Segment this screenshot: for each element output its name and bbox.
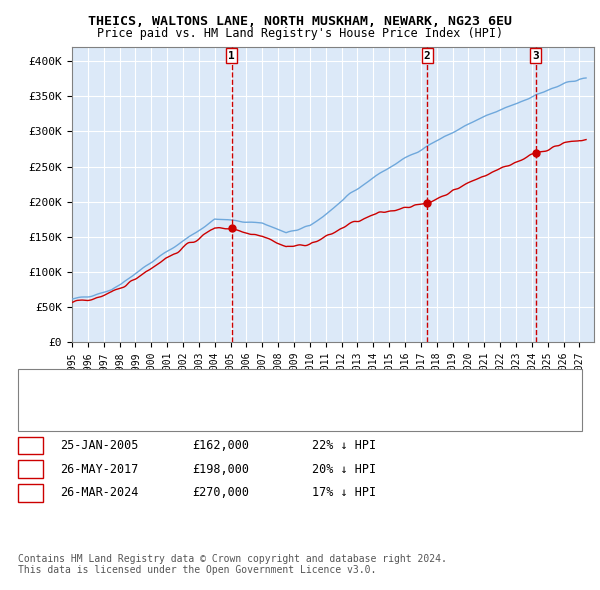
Text: 26-MAY-2017: 26-MAY-2017 (60, 463, 139, 476)
Text: £162,000: £162,000 (192, 439, 249, 452)
Text: £198,000: £198,000 (192, 463, 249, 476)
Text: 1: 1 (27, 439, 34, 452)
Text: 2: 2 (27, 463, 34, 476)
Text: THEICS, WALTONS LANE, NORTH MUSKHAM, NEWARK, NG23 6EU (detached house): THEICS, WALTONS LANE, NORTH MUSKHAM, NEW… (75, 380, 512, 389)
Text: 3: 3 (27, 486, 34, 499)
Text: Price paid vs. HM Land Registry's House Price Index (HPI): Price paid vs. HM Land Registry's House … (97, 27, 503, 40)
Text: HPI: Average price, detached house, Newark and Sherwood: HPI: Average price, detached house, Newa… (75, 404, 419, 413)
Text: 17% ↓ HPI: 17% ↓ HPI (312, 486, 376, 499)
Text: £270,000: £270,000 (192, 486, 249, 499)
Text: Contains HM Land Registry data © Crown copyright and database right 2024.
This d: Contains HM Land Registry data © Crown c… (18, 553, 447, 575)
Text: THEICS, WALTONS LANE, NORTH MUSKHAM, NEWARK, NG23 6EU: THEICS, WALTONS LANE, NORTH MUSKHAM, NEW… (88, 15, 512, 28)
Text: 25-JAN-2005: 25-JAN-2005 (60, 439, 139, 452)
Text: 2: 2 (424, 51, 431, 61)
Text: 3: 3 (532, 51, 539, 61)
Text: 22% ↓ HPI: 22% ↓ HPI (312, 439, 376, 452)
Text: 1: 1 (228, 51, 235, 61)
Text: 20% ↓ HPI: 20% ↓ HPI (312, 463, 376, 476)
Text: 26-MAR-2024: 26-MAR-2024 (60, 486, 139, 499)
